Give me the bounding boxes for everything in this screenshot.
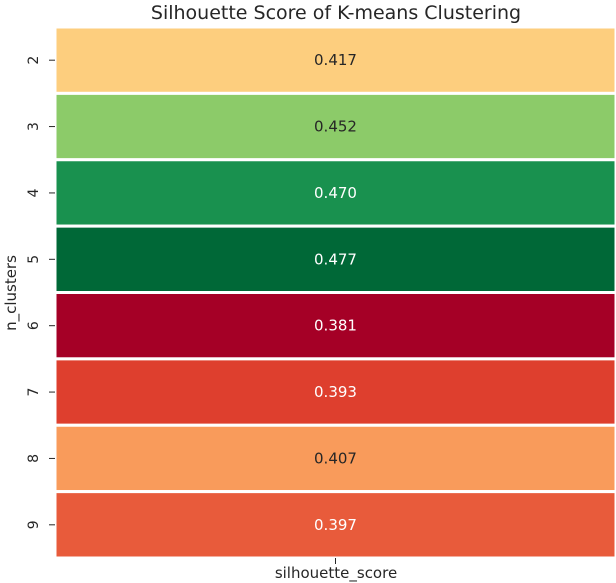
y-tick-label-3: 3 [26, 122, 42, 131]
heatmap-cell-8 [53, 423, 616, 494]
cell-value-label-2: 0.417 [314, 51, 357, 69]
heatmap-cell-5 [53, 224, 616, 294]
cell-value-label-8: 0.407 [314, 449, 357, 467]
y-axis-ticks: 2 3 4 5 6 7 8 9 [26, 56, 55, 529]
y-axis-label: n_clusters [2, 255, 21, 331]
x-axis-label: silhouette_score [275, 564, 397, 583]
y-tick-label-9: 9 [26, 520, 42, 529]
heatmap-cell-6 [53, 291, 616, 361]
cell-value-label-6: 0.381 [314, 317, 357, 335]
heatmap-cell-3 [53, 91, 616, 162]
cell-value-label-9: 0.397 [314, 516, 357, 534]
y-tick-label-8: 8 [26, 454, 42, 463]
y-tick-label-7: 7 [26, 388, 42, 397]
y-tick-label-4: 4 [26, 188, 42, 197]
chart-title: Silhouette Score of K-means Clustering [151, 2, 521, 24]
y-tick-label-5: 5 [26, 255, 42, 264]
cell-value-label-3: 0.452 [314, 118, 357, 136]
y-tick-label-6: 6 [26, 321, 42, 330]
cell-value-label-5: 0.477 [314, 250, 357, 268]
cell-value-label-7: 0.393 [314, 383, 357, 401]
cell-value-label-4: 0.470 [314, 184, 357, 202]
heatmap-cells: 0.417 0.452 0.470 0.477 0.381 0.393 0.407 0.397 [53, 25, 616, 560]
y-tick-label-2: 2 [26, 56, 42, 65]
heatmap-cell-9 [53, 490, 616, 560]
